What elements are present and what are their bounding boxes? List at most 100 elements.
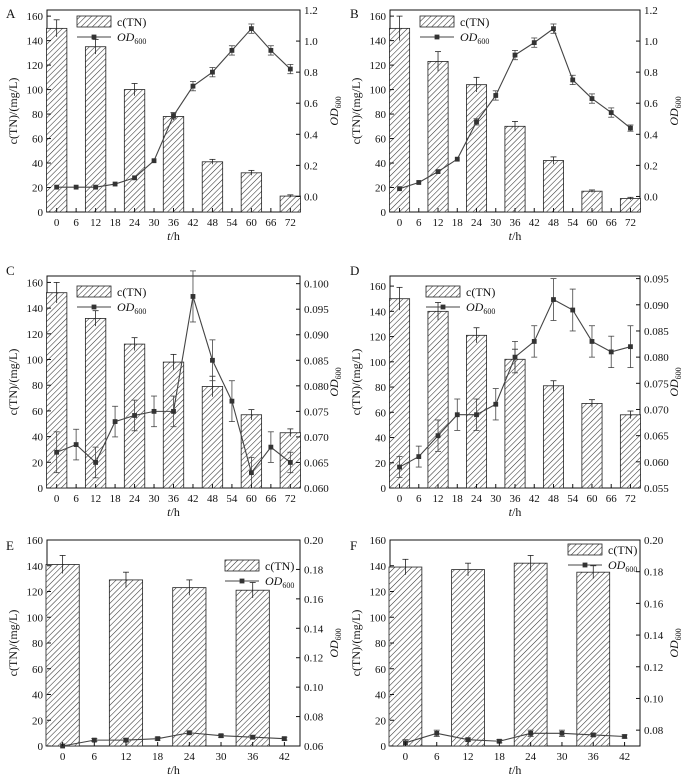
tn-bar bbox=[46, 27, 68, 213]
panel-letter: E bbox=[6, 538, 14, 553]
x-tick-label: 36 bbox=[247, 751, 259, 763]
od-point bbox=[248, 26, 254, 32]
y-right-axis-title-main: OD bbox=[327, 640, 341, 658]
od-point bbox=[435, 433, 441, 439]
tn-bar bbox=[201, 161, 224, 213]
legend-line-label-main: OD bbox=[265, 574, 283, 588]
y-left-tick-label: 160 bbox=[370, 535, 387, 547]
od-point bbox=[435, 169, 441, 174]
legend-line-label: OD600 bbox=[460, 30, 489, 46]
y-left-tick-label: 0 bbox=[381, 741, 387, 753]
y-left-tick-label: 40 bbox=[32, 432, 44, 444]
y-right-tick-label: 0.10 bbox=[644, 693, 664, 705]
od-point bbox=[608, 110, 614, 115]
y-right-axis-title: OD600 bbox=[327, 367, 343, 396]
x-tick-label: 48 bbox=[207, 217, 219, 229]
x-tick-label: 42 bbox=[529, 493, 540, 505]
legend-bar-swatch bbox=[425, 285, 461, 298]
legend: c(TN)OD600 bbox=[419, 15, 489, 46]
od-point bbox=[496, 738, 502, 744]
y-right-tick-label: 0.0 bbox=[644, 191, 658, 203]
y-right-tick-label: 0.060 bbox=[304, 483, 329, 495]
x-tick-label: 18 bbox=[110, 493, 122, 505]
y-right-tick-label: 0.6 bbox=[644, 98, 658, 110]
legend-line-label-main: OD bbox=[117, 300, 135, 314]
y-right-axis-title: OD600 bbox=[327, 628, 343, 657]
od-point bbox=[171, 113, 176, 119]
x-tick-label: 30 bbox=[149, 493, 161, 505]
y-left-tick-label: 60 bbox=[375, 134, 387, 146]
x-tick-label: 12 bbox=[90, 493, 101, 505]
panel-c: C 0 6 12 18 24 30 36 42 48 54 60 66 72 0 20 40 60 80 100 120… bbox=[6, 263, 343, 519]
legend: c(TN)OD600 bbox=[76, 285, 146, 316]
y-left-tick-label: 20 bbox=[32, 715, 44, 727]
y-left-axis-title: c(TN)/(mg/L) bbox=[6, 610, 20, 677]
tn-bar bbox=[123, 89, 146, 213]
y-left-tick-label: 40 bbox=[375, 158, 387, 170]
od-point bbox=[589, 339, 595, 344]
x-axis-title-unit: /h bbox=[512, 229, 521, 243]
od-point bbox=[132, 413, 137, 418]
y-right-tick-label: 0.10 bbox=[304, 682, 324, 694]
y-left-tick-label: 0 bbox=[381, 483, 387, 495]
x-axis-title: t/h bbox=[167, 505, 180, 519]
panel-letter: A bbox=[6, 6, 16, 21]
y-right-axis-title-sub: 600 bbox=[334, 96, 343, 108]
x-axis-title-unit: /h bbox=[512, 763, 521, 777]
tn-bar bbox=[108, 579, 144, 747]
x-tick-label: 18 bbox=[110, 217, 122, 229]
y-right-tick-label: 1.2 bbox=[304, 5, 318, 17]
y-left-axis-title: c(TN)/(mg/L) bbox=[349, 349, 363, 416]
x-tick-label: 30 bbox=[490, 493, 502, 505]
x-tick-label: 6 bbox=[416, 217, 422, 229]
y-right-axis-title-sub: 600 bbox=[334, 628, 343, 640]
od-point bbox=[474, 412, 479, 418]
y-right-tick-label: 0.2 bbox=[644, 160, 658, 172]
od-line bbox=[405, 732, 625, 744]
od-point bbox=[628, 125, 633, 131]
x-tick-label: 42 bbox=[619, 751, 630, 763]
y-left-tick-label: 160 bbox=[27, 11, 44, 23]
y-right-tick-label: 0.14 bbox=[304, 623, 324, 635]
y-left-tick-label: 120 bbox=[370, 60, 387, 72]
y-right-tick-label: 0.08 bbox=[304, 712, 324, 724]
x-tick-label: 6 bbox=[416, 493, 422, 505]
y-left-tick-label: 60 bbox=[32, 406, 44, 418]
panel-f: F 0 6 12 18 24 30 36 42 0 20 40 60 80 100 120 140 160 0.08… bbox=[349, 535, 683, 777]
y-left-tick-label: 120 bbox=[27, 587, 44, 599]
x-tick-label: 6 bbox=[73, 493, 79, 505]
legend-bar-label: c(TN) bbox=[117, 15, 146, 29]
y-right-axis-title-sub: 600 bbox=[674, 628, 683, 640]
od-point bbox=[287, 460, 293, 465]
tn-bar bbox=[389, 27, 411, 213]
legend-bar-label: c(TN) bbox=[117, 285, 146, 299]
y-right-tick-label: 0.20 bbox=[304, 535, 324, 547]
od-point bbox=[531, 40, 537, 46]
tn-bar bbox=[581, 403, 603, 489]
od-point bbox=[622, 734, 627, 739]
legend-bar-label: c(TN) bbox=[466, 285, 495, 299]
legend-bar-swatch bbox=[419, 15, 455, 28]
legend-line-label-sub: 600 bbox=[477, 37, 489, 46]
y-left-tick-label: 120 bbox=[370, 332, 387, 344]
x-tick-label: 0 bbox=[403, 751, 409, 763]
legend-line-label-main: OD bbox=[117, 30, 135, 44]
x-tick-label: 36 bbox=[168, 493, 180, 505]
legend-marker bbox=[239, 578, 245, 584]
legend-line-label-sub: 600 bbox=[483, 307, 495, 316]
x-axis-title-var: t bbox=[167, 763, 171, 777]
y-left-tick-label: 60 bbox=[32, 664, 44, 676]
y-left-tick-label: 140 bbox=[27, 36, 44, 48]
x-axis-title-var: t bbox=[167, 505, 171, 519]
x-tick-label: 24 bbox=[184, 751, 196, 763]
y-left-tick-label: 140 bbox=[370, 306, 387, 318]
x-axis-title-unit: /h bbox=[171, 763, 180, 777]
x-tick-label: 18 bbox=[452, 217, 464, 229]
x-tick-label: 54 bbox=[226, 217, 238, 229]
y-right-tick-label: 0.6 bbox=[304, 98, 318, 110]
x-tick-label: 72 bbox=[285, 493, 296, 505]
legend-bar-swatch bbox=[567, 543, 603, 556]
od-point bbox=[590, 732, 596, 738]
y-left-tick-label: 20 bbox=[32, 457, 44, 469]
